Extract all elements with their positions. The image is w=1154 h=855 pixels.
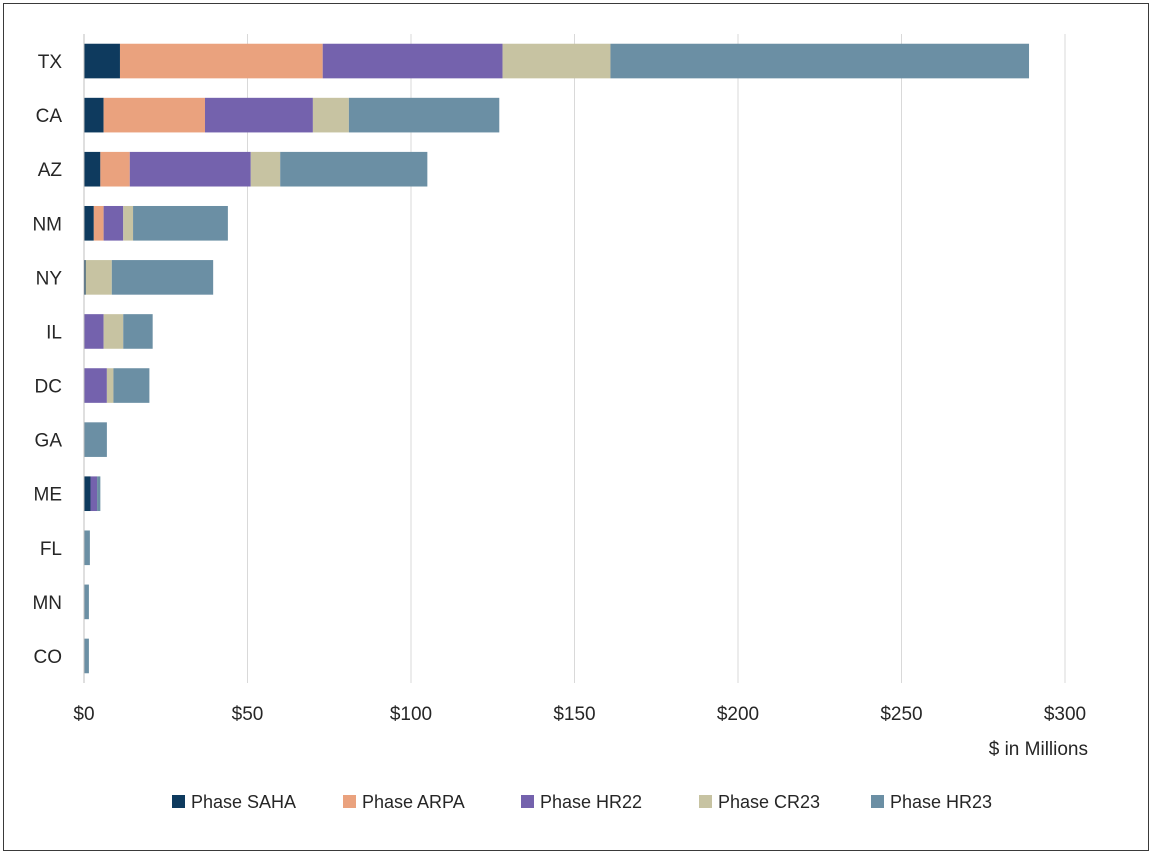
chart-frame <box>3 3 1149 851</box>
bar-segment <box>84 151 101 187</box>
legend-swatch <box>521 795 534 808</box>
category-label: NM <box>32 214 62 235</box>
category-label: CA <box>36 106 63 127</box>
category-label: ME <box>34 485 63 506</box>
bar-segment <box>106 368 114 403</box>
bar-segment <box>84 638 89 674</box>
legend-label: Phase HR22 <box>540 792 642 812</box>
bar-segment <box>322 43 503 79</box>
x-tick-label: $200 <box>717 704 759 725</box>
legend-label: Phase ARPA <box>362 792 465 812</box>
x-tick-label: $100 <box>390 704 432 725</box>
bar-segment <box>84 422 107 457</box>
bar-segment <box>84 476 91 512</box>
bar-series <box>84 43 1030 674</box>
category-label: GA <box>35 431 63 452</box>
bar-segment <box>348 97 500 133</box>
x-axis: $0 $50 $100 $150 $200 $250 $300 <box>73 704 1086 725</box>
legend: Phase SAHA Phase ARPA Phase HR22 Phase CR23… <box>172 792 992 812</box>
bar-segment <box>84 584 89 620</box>
category-label: NY <box>36 268 63 289</box>
x-tick-label: $150 <box>553 704 595 725</box>
gridlines <box>247 34 1066 683</box>
category-label: AZ <box>38 160 63 181</box>
bar-segment <box>84 205 94 241</box>
category-label: FL <box>40 539 62 560</box>
y-axis: TX CA AZ NM NY IL DC GA ME FL MN CO <box>32 34 85 683</box>
bar-segment <box>84 314 104 349</box>
bar-segment <box>85 260 112 295</box>
bar-segment <box>103 205 124 241</box>
legend-swatch <box>699 795 712 808</box>
bar-segment <box>113 368 150 403</box>
legend-label: Phase CR23 <box>718 792 820 812</box>
bar-segment <box>84 260 86 295</box>
legend-swatch <box>343 795 356 808</box>
category-label: CO <box>34 647 63 668</box>
category-label: DC <box>35 377 62 398</box>
bar-segment <box>84 368 107 403</box>
bar-segment <box>103 314 124 349</box>
bar-segment <box>84 530 90 566</box>
bar-segment <box>84 97 104 133</box>
legend-swatch <box>172 795 185 808</box>
bar-segment <box>502 43 611 79</box>
bar-segment <box>111 260 214 295</box>
x-tick-label: $300 <box>1044 704 1086 725</box>
bar-segment <box>610 43 1030 79</box>
x-tick-label: $0 <box>73 704 94 725</box>
bar-segment <box>204 97 313 133</box>
bar-segment <box>90 476 98 512</box>
category-label: TX <box>38 52 63 73</box>
x-tick-label: $250 <box>880 704 922 725</box>
bar-segment <box>100 151 130 187</box>
x-tick-label: $50 <box>232 704 264 725</box>
legend-label: Phase SAHA <box>191 792 296 812</box>
bar-segment <box>133 205 228 241</box>
bar-segment <box>250 151 281 187</box>
legend-label: Phase HR23 <box>890 792 992 812</box>
bar-segment <box>129 151 251 187</box>
category-label: MN <box>32 593 62 614</box>
bar-segment <box>119 43 323 79</box>
bar-segment <box>280 151 428 187</box>
bar-segment <box>84 43 120 79</box>
legend-swatch <box>871 795 884 808</box>
bar-segment <box>97 476 101 512</box>
bar-segment <box>312 97 349 133</box>
bar-segment <box>123 205 134 241</box>
bar-segment <box>123 314 153 349</box>
bar-segment <box>93 205 104 241</box>
bar-segment <box>103 97 205 133</box>
category-label: IL <box>46 322 62 343</box>
x-axis-title: $ in Millions <box>989 739 1088 760</box>
